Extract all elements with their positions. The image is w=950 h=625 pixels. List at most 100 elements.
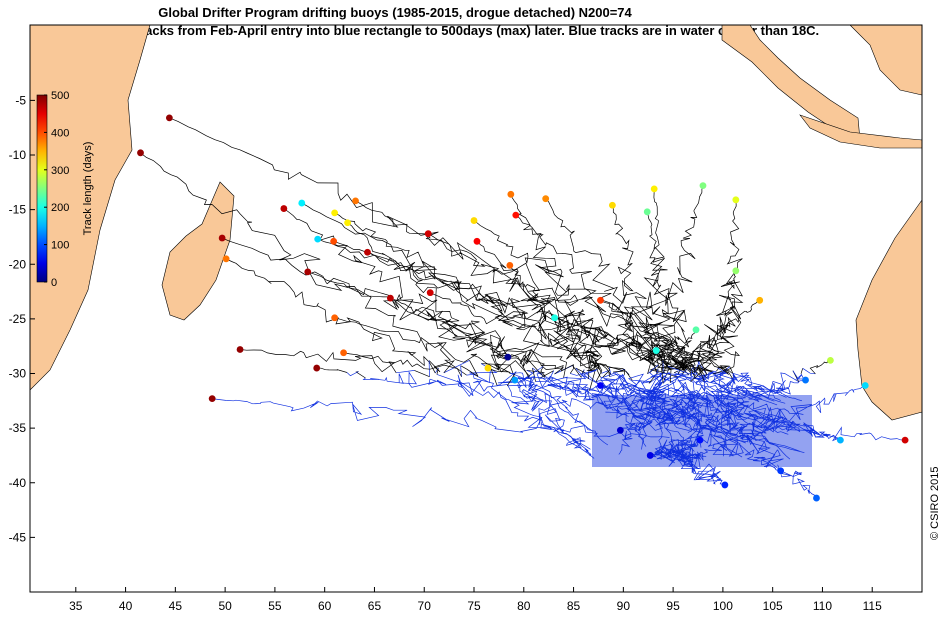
y-tick-label: -35 <box>9 421 27 435</box>
buoy-end <box>330 238 337 245</box>
buoy-end <box>827 357 834 364</box>
buoy-end <box>837 437 844 444</box>
colorbar-tick-label: 300 <box>51 165 69 177</box>
buoy-end <box>331 314 338 321</box>
track <box>515 380 594 458</box>
credit: © CSIRO 2015 <box>929 466 941 540</box>
land-mass <box>800 115 922 148</box>
x-tick-label: 35 <box>69 599 83 613</box>
x-tick-label: 110 <box>813 599 832 613</box>
buoy-end <box>364 249 371 256</box>
buoy-end <box>693 326 700 333</box>
buoy-end <box>331 210 338 217</box>
x-tick-label: 70 <box>418 599 432 613</box>
y-tick-label: -30 <box>9 367 27 381</box>
buoy-end <box>732 196 739 203</box>
track <box>803 368 816 374</box>
buoy-end <box>137 149 144 156</box>
buoy-end <box>166 114 173 121</box>
x-tick-label: 75 <box>467 599 481 613</box>
y-tick-label: -25 <box>9 312 27 326</box>
buoy-end <box>597 382 604 389</box>
track <box>302 203 601 377</box>
buoy-end <box>474 238 481 245</box>
buoy-end <box>237 346 244 353</box>
track <box>674 371 678 373</box>
buoy-end <box>597 297 604 304</box>
blue-rectangle-fill <box>592 395 812 467</box>
track <box>356 372 365 379</box>
y-tick-label: -20 <box>9 257 27 271</box>
track <box>347 372 359 376</box>
buoy-end <box>732 267 739 274</box>
x-tick-label: 45 <box>169 599 183 613</box>
x-tick-label: 85 <box>567 599 581 613</box>
x-tick-label: 100 <box>713 599 733 613</box>
y-tick-label: -15 <box>9 203 27 217</box>
buoy-end <box>344 219 351 226</box>
buoy-end <box>609 202 616 209</box>
x-tick-label: 55 <box>268 599 282 613</box>
buoy-end <box>427 289 434 296</box>
buoy-end <box>298 200 305 207</box>
buoy-end <box>313 365 320 372</box>
buoy-end <box>697 437 704 444</box>
buoy-end <box>700 182 707 189</box>
chart-title: Global Drifter Program drifting buoys (1… <box>158 5 632 20</box>
x-tick-label: 95 <box>666 599 680 613</box>
colorbar-tick-label: 200 <box>51 202 69 214</box>
buoy-end <box>647 452 654 459</box>
land-mass <box>722 25 860 140</box>
track <box>317 368 347 373</box>
buoy-end <box>504 354 511 361</box>
buoy-end <box>617 427 624 434</box>
x-tick-label: 90 <box>617 599 631 613</box>
y-tick-label: -5 <box>15 93 26 107</box>
land-mass <box>162 182 234 320</box>
buoy-end <box>653 347 660 354</box>
x-tick-label: 105 <box>763 599 783 613</box>
buoy-end <box>219 235 226 242</box>
tracks <box>141 118 906 498</box>
plot-frame <box>30 25 922 592</box>
buoy-end <box>280 205 287 212</box>
colorbar-tick-label: 400 <box>51 127 69 139</box>
track <box>511 194 610 377</box>
track <box>284 209 511 373</box>
colorbar-tick-label: 500 <box>51 90 69 102</box>
buoy-end <box>223 255 230 262</box>
land-mass <box>850 25 922 95</box>
track <box>414 370 429 376</box>
y-tick-label: -40 <box>9 476 27 490</box>
track <box>801 368 803 374</box>
buoy-end <box>813 495 820 502</box>
buoy-end <box>387 295 394 302</box>
buoy-end <box>485 365 492 372</box>
buoy-end <box>756 297 763 304</box>
colorbar-tick-label: 100 <box>51 240 69 252</box>
buoy-end <box>651 185 658 192</box>
track <box>810 360 830 373</box>
track <box>344 353 462 377</box>
track <box>396 370 414 372</box>
track <box>467 374 590 455</box>
buoy-end <box>506 262 513 269</box>
x-tick-label: 50 <box>218 599 232 613</box>
colorbar <box>37 95 47 282</box>
y-tick-label: -45 <box>9 530 27 544</box>
buoy-end <box>902 437 909 444</box>
x-tick-label: 80 <box>517 599 531 613</box>
buoy-end <box>542 195 549 202</box>
track <box>335 213 602 373</box>
buoy-end <box>352 197 359 204</box>
buoy-end <box>507 191 514 198</box>
colorbar-tick-label: 0 <box>51 277 57 289</box>
x-tick-label: 60 <box>318 599 332 613</box>
buoy-end <box>340 349 347 356</box>
buoy-end <box>862 382 869 389</box>
buoy-end <box>471 217 478 224</box>
buoy-end <box>551 314 558 321</box>
y-tick-label: -10 <box>9 148 27 162</box>
track <box>793 371 804 379</box>
